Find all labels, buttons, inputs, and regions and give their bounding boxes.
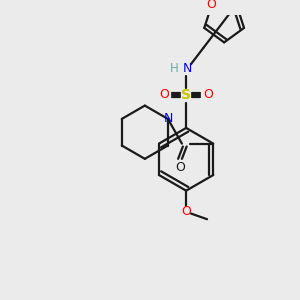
Text: H: H xyxy=(170,62,179,76)
Text: O: O xyxy=(203,88,213,101)
Text: S: S xyxy=(181,88,191,102)
Text: N: N xyxy=(182,62,192,76)
Text: O: O xyxy=(181,205,191,218)
Text: N: N xyxy=(164,112,173,125)
Text: O: O xyxy=(206,0,216,11)
Text: O: O xyxy=(175,161,185,174)
Text: O: O xyxy=(159,88,169,101)
